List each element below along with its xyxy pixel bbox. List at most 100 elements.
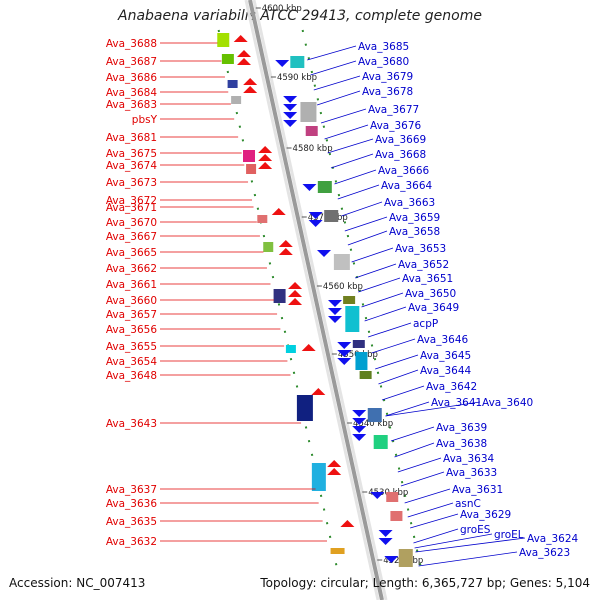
right-leader-line (371, 338, 416, 354)
gene-block (257, 215, 268, 223)
right-gene-label: Ava_3668 (375, 149, 426, 161)
left-gene-label: Ava_3661 (106, 279, 157, 291)
right-gene-label: Ava_3651 (402, 273, 453, 285)
right-gene-label: Ava_3650 (405, 288, 456, 300)
right-gene-label: Ava_3663 (384, 197, 435, 209)
reverse-gene-arrow (328, 308, 342, 315)
forward-gene-arrow (243, 78, 258, 85)
backbone-edge (244, 0, 380, 600)
right-gene-label: Ava_3658 (389, 226, 440, 238)
gene-block (367, 408, 382, 422)
right-gene-label: asnC (455, 498, 481, 510)
left-gene-label: Ava_3643 (106, 418, 157, 430)
left-gene-label: Ava_3656 (106, 324, 158, 336)
right-gene-label: Ava_3633 (446, 467, 497, 479)
reverse-gene-arrow (328, 316, 342, 323)
reverse-gene-arrow (308, 220, 323, 227)
reverse-gene-arrow (378, 538, 393, 545)
right-leader-line (397, 457, 442, 473)
left-gene-label: Ava_3662 (106, 263, 157, 275)
right-leader-line (407, 502, 454, 518)
gene-block (246, 164, 257, 174)
right-leader-line (358, 277, 401, 293)
forward-gene-arrow (237, 50, 251, 57)
left-gene-label: Ava_3654 (106, 356, 158, 368)
gene-block (386, 492, 399, 502)
right-leader-line (320, 108, 367, 124)
reverse-gene-arrow (317, 250, 331, 257)
right-leader-line (404, 488, 451, 504)
right-gene-label: Ava_3646 (417, 334, 469, 346)
right-gene-label: Ava_3666 (378, 165, 430, 177)
right-gene-label: Ava_3652 (398, 259, 449, 271)
forward-gene-arrow (271, 208, 286, 215)
reverse-gene-arrow (283, 96, 298, 103)
right-gene-label: Ava_3678 (362, 86, 413, 98)
gene-block (231, 96, 242, 104)
forward-gene-arrow (340, 520, 355, 527)
forward-gene-arrow (258, 162, 273, 169)
forward-gene-arrow (288, 290, 303, 297)
forward-gene-arrow (327, 460, 342, 467)
gene-block (296, 395, 313, 421)
figure-title: Anabaena variabilis ATCC 29413, complete… (118, 8, 482, 24)
right-gene-label: acpP (413, 318, 438, 330)
right-gene-label: Ava_3680 (358, 56, 409, 68)
gene-block (221, 54, 234, 64)
left-gene-label: Ava_3671 (106, 202, 157, 214)
right-gene-label: Ava_3624 (527, 533, 579, 545)
gene-block (217, 33, 230, 47)
left-gene-label: Ava_3670 (106, 217, 157, 229)
left-gene-label: Ava_3674 (106, 160, 158, 172)
gene-block (317, 181, 332, 193)
left-gene-label: Ava_3675 (106, 148, 157, 160)
right-leader-line (316, 90, 361, 106)
gene-block (352, 340, 365, 348)
right-leader-line (310, 60, 357, 76)
right-leader-line (415, 537, 526, 553)
right-leader-line (400, 471, 445, 487)
kbp-label: 4540 kbp (353, 419, 393, 429)
gene-block (324, 210, 339, 222)
right-gene-label: Ava_3653 (395, 243, 446, 255)
right-leader-line (368, 322, 412, 338)
right-leader-line (414, 533, 493, 549)
right-leader-line (381, 385, 425, 401)
left-gene-label: Ava_3686 (106, 72, 158, 84)
right-leader-line (413, 528, 459, 544)
right-leader-line (375, 354, 419, 370)
right-gene-label: Ava_3641 (431, 397, 482, 409)
reverse-gene-arrow (328, 300, 342, 307)
gene-block (263, 242, 274, 252)
reverse-gene-arrow (337, 342, 352, 349)
right-gene-label: Ava_3679 (362, 71, 413, 83)
right-leader-line (378, 369, 419, 385)
forward-gene-arrow (278, 240, 293, 247)
reverse-gene-arrow (275, 60, 290, 67)
forward-gene-arrow (278, 248, 293, 255)
reverse-gene-arrow (378, 530, 393, 537)
right-gene-label: Ava_3676 (370, 120, 422, 132)
right-leader-line (390, 426, 435, 442)
right-gene-label: Ava_3659 (389, 212, 440, 224)
right-leader-line (385, 401, 430, 417)
forward-gene-arrow (258, 146, 273, 153)
kbp-label: 4580 kbp (293, 144, 333, 154)
right-leader-line (337, 184, 380, 200)
left-gene-label: Ava_3665 (106, 247, 157, 259)
gene-block (390, 511, 403, 521)
accession-text: Accession: NC_007413 (9, 576, 146, 590)
left-gene-label: Ava_3681 (106, 132, 157, 144)
reverse-gene-arrow (384, 556, 399, 563)
right-gene-label: Ava_3685 (358, 41, 409, 53)
reverse-gene-arrow (352, 434, 367, 441)
gene-block (333, 254, 350, 270)
reverse-gene-arrow (283, 104, 298, 111)
right-leader-line (418, 551, 518, 567)
right-leader-line (364, 306, 407, 322)
left-gene-label: Ava_3687 (106, 56, 157, 68)
left-gene-label: Ava_3667 (106, 231, 157, 243)
forward-gene-arrow (233, 35, 248, 42)
